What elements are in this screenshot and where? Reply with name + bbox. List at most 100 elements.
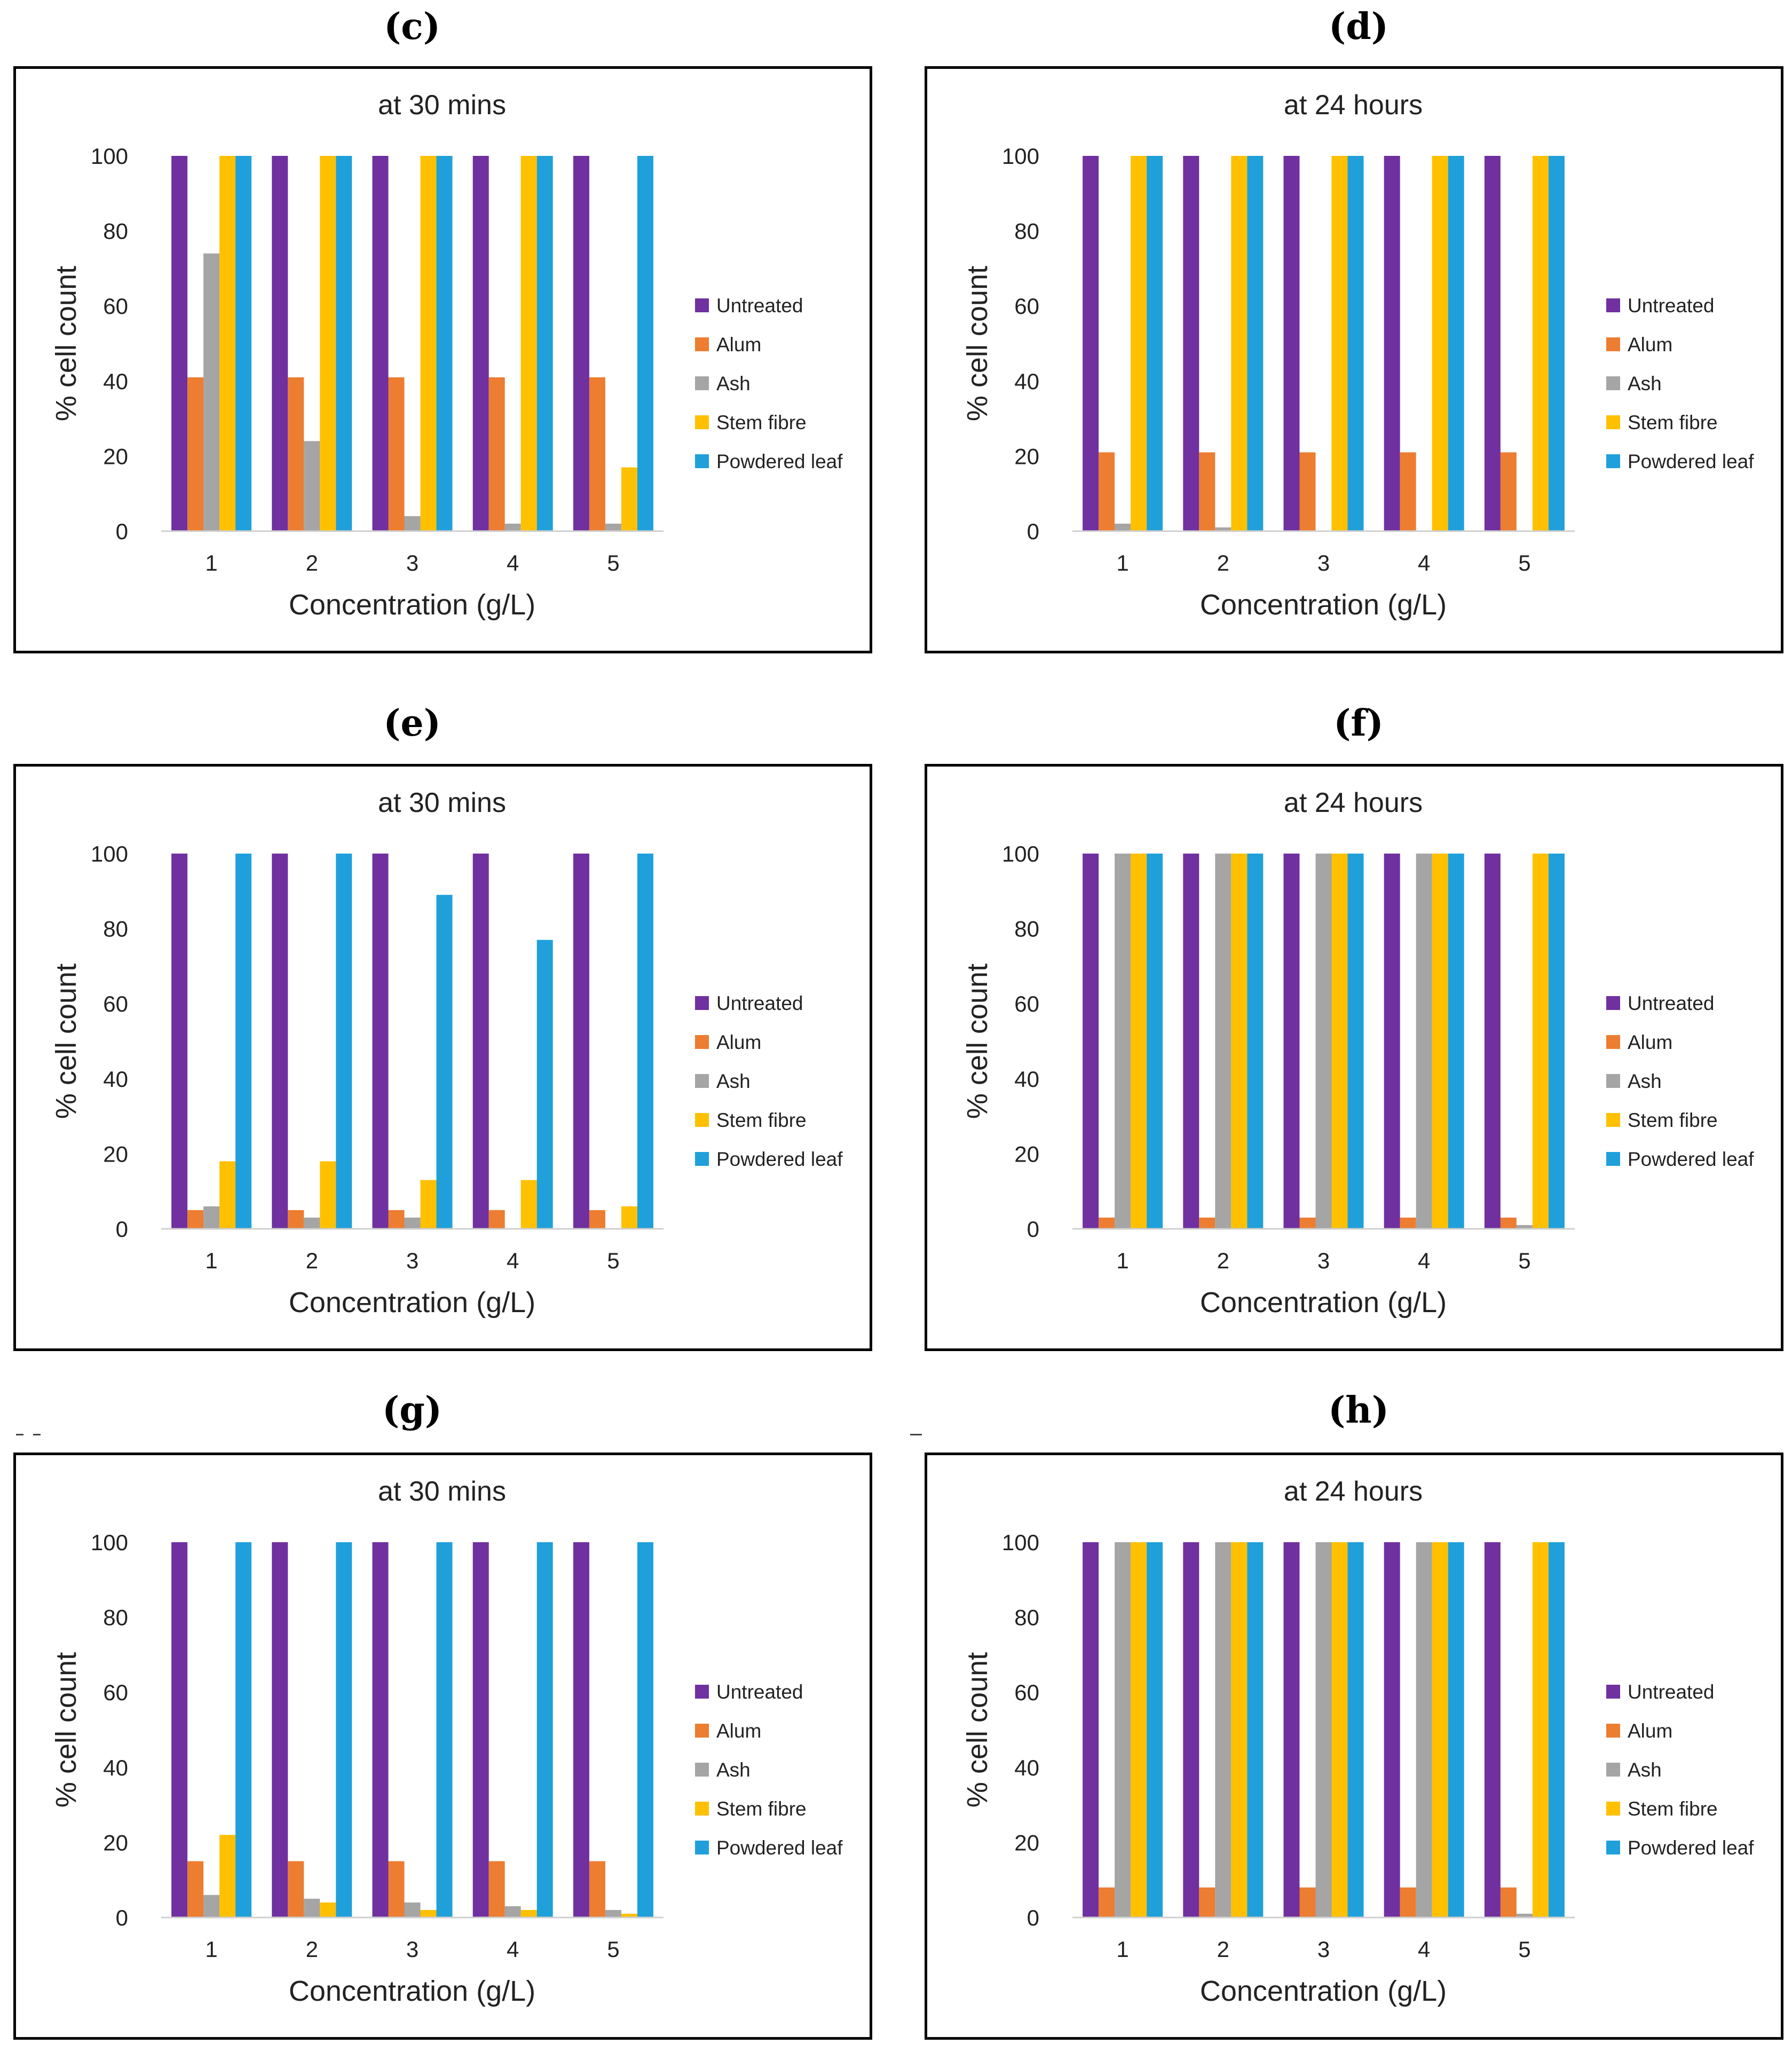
bar-stem-fibre-4 <box>1432 156 1448 531</box>
y-tick-label: 20 <box>1014 444 1039 469</box>
legend-swatch-untreated <box>695 298 709 312</box>
bar-ash-5 <box>1516 1225 1533 1229</box>
y-tick-label: 20 <box>1014 1141 1039 1166</box>
bar-untreated-5 <box>573 1542 589 1917</box>
bar-alum-5 <box>1500 452 1517 531</box>
legend-swatch-powdered-leaf <box>695 1841 709 1854</box>
legend-label-powdered-leaf: Powdered leaf <box>1628 1148 1754 1170</box>
bar-alum-5 <box>589 1861 605 1917</box>
legend-label-untreated: Untreated <box>1628 295 1715 317</box>
legend-label-untreated: Untreated <box>1628 992 1715 1014</box>
bar-alum-3 <box>388 1210 405 1229</box>
bar-alum-5 <box>589 1210 605 1229</box>
legend-swatch-alum <box>1606 1724 1620 1738</box>
bar-powdered-leaf-5 <box>637 1542 653 1917</box>
bar-stem-fibre-3 <box>420 1909 437 1917</box>
bar-stem-fibre-5 <box>621 1913 637 1917</box>
bar-ash-3 <box>404 516 421 531</box>
chart-title: at 30 mins <box>378 90 506 121</box>
legend-label-alum: Alum <box>1628 334 1672 356</box>
x-tick-label: 5 <box>1518 550 1530 575</box>
bar-ash-1 <box>1115 1542 1131 1917</box>
bar-stem-fibre-5 <box>1532 854 1549 1229</box>
legend-label-stem-fibre: Stem fibre <box>716 1798 807 1820</box>
bar-powdered-leaf-3 <box>1347 156 1364 531</box>
bar-powdered-leaf-1 <box>1147 854 1163 1229</box>
bar-ash-4 <box>1416 1542 1432 1917</box>
legend-label-alum: Alum <box>1628 1720 1672 1742</box>
bar-stem-fibre-5 <box>1532 156 1549 531</box>
bar-stem-fibre-2 <box>1231 854 1248 1229</box>
legend-swatch-powdered-leaf <box>695 454 709 468</box>
bar-untreated-5 <box>573 854 589 1229</box>
legend-label-alum: Alum <box>716 334 761 356</box>
legend-swatch-alum <box>1606 1035 1620 1049</box>
x-tick-label: 3 <box>1317 550 1330 575</box>
y-tick-label: 60 <box>103 294 128 319</box>
legend-swatch-powdered-leaf <box>1606 454 1620 468</box>
legend-swatch-alum <box>695 1035 709 1049</box>
bar-untreated-5 <box>1484 854 1501 1229</box>
x-tick-label: 3 <box>1317 1248 1330 1273</box>
legend-swatch-stem-fibre <box>695 415 709 429</box>
x-tick-label: 5 <box>607 1248 619 1273</box>
chart-svg: at 30 mins 0 20 40 60 80 100 % cell count 1 2 3 4 5 C… <box>50 90 843 621</box>
bar-stem-fibre-1 <box>1131 156 1147 531</box>
bar-powdered-leaf-1 <box>235 1542 252 1917</box>
legend-label-stem-fibre: Stem fibre <box>716 1109 807 1131</box>
y-tick-label: 0 <box>1027 519 1039 544</box>
x-tick-label: 3 <box>1317 1937 1330 1962</box>
legend-swatch-stem-fibre <box>1606 1113 1620 1127</box>
bar-powdered-leaf-1 <box>1147 1542 1163 1917</box>
y-tick-label: 20 <box>103 444 128 469</box>
y-tick-label: 40 <box>1014 369 1039 394</box>
bar-stem-fibre-1 <box>219 1835 236 1917</box>
y-tick-label: 20 <box>103 1141 128 1166</box>
y-axis-label: % cell count <box>50 964 82 1119</box>
bar-ash-2 <box>1215 854 1231 1229</box>
panel-label-g: (g) <box>382 1389 442 1432</box>
legend-label-powdered-leaf: Powdered leaf <box>1628 451 1754 472</box>
legend-swatch-untreated <box>1606 1685 1620 1699</box>
bar-alum-2 <box>288 1861 304 1917</box>
bar-stem-fibre-2 <box>1231 1542 1248 1917</box>
bar-alum-4 <box>488 1861 505 1917</box>
bar-powdered-leaf-3 <box>436 895 453 1229</box>
chart-panel-c: at 30 mins 0 20 40 60 80 100 % cell count 1 2 3 4 5 C… <box>13 66 872 653</box>
bar-alum-5 <box>1500 1217 1517 1229</box>
y-tick-label: 80 <box>1014 1605 1039 1630</box>
bar-ash-1 <box>1115 523 1131 531</box>
bar-stem-fibre-4 <box>1432 854 1448 1229</box>
bar-stem-fibre-1 <box>1131 1542 1147 1917</box>
bar-powdered-leaf-4 <box>1448 1542 1464 1917</box>
y-axis-label: % cell count <box>961 266 993 421</box>
bar-alum-4 <box>1400 1887 1416 1917</box>
bar-alum-2 <box>288 1210 304 1229</box>
chart-title: at 24 hours <box>1284 90 1423 121</box>
y-tick-label: 80 <box>103 1605 128 1630</box>
bar-stem-fibre-3 <box>1331 1542 1348 1917</box>
bar-alum-4 <box>488 377 505 531</box>
bar-ash-5 <box>605 1909 621 1917</box>
x-axis-label: Concentration (g/L) <box>1200 1287 1447 1319</box>
y-tick-label: 100 <box>91 144 128 169</box>
legend-swatch-powdered-leaf <box>695 1152 709 1166</box>
x-axis-label: Concentration (g/L) <box>289 589 535 621</box>
legend-swatch-ash <box>1606 1763 1620 1777</box>
x-tick-label: 2 <box>306 1937 318 1962</box>
bar-untreated-5 <box>1484 156 1501 531</box>
bar-untreated-3 <box>1283 156 1300 531</box>
legend-swatch-alum <box>1606 337 1620 351</box>
x-tick-label: 1 <box>205 1937 217 1962</box>
bar-untreated-2 <box>1183 1542 1199 1917</box>
y-axis-label: % cell count <box>50 266 82 421</box>
bar-powdered-leaf-1 <box>235 854 252 1229</box>
bar-stem-fibre-1 <box>219 1161 236 1229</box>
bar-stem-fibre-3 <box>1331 156 1348 531</box>
legend-swatch-ash <box>1606 376 1620 390</box>
y-tick-label: 100 <box>1002 841 1039 866</box>
bar-powdered-leaf-3 <box>1347 854 1364 1229</box>
bar-powdered-leaf-2 <box>336 1542 352 1917</box>
chart-title: at 24 hours <box>1284 1476 1423 1507</box>
legend-swatch-ash <box>695 1763 709 1777</box>
